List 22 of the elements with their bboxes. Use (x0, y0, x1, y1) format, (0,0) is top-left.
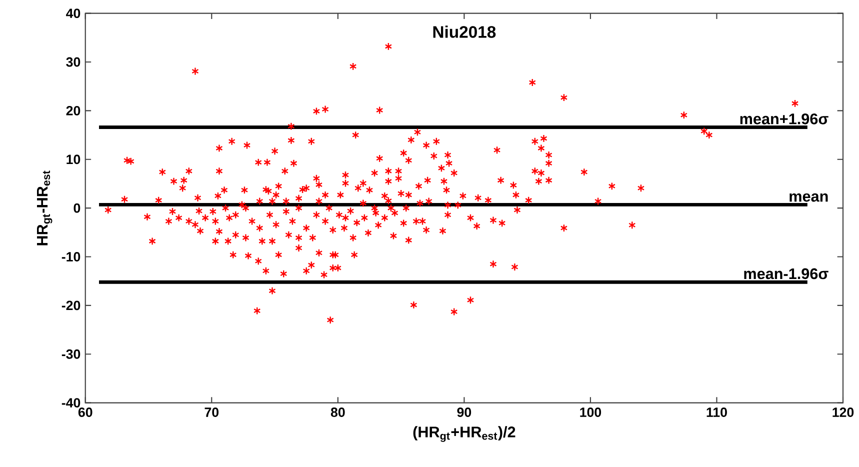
y-tick-label: 30 (66, 57, 80, 67)
x-tick-label: 110 (706, 408, 727, 418)
y-tick-label: -10 (62, 252, 80, 262)
ref-line-label: mean+1.96σ (740, 114, 828, 124)
x-tick-label: 70 (204, 408, 219, 418)
x-tick-label: 60 (78, 408, 92, 418)
y-tick-label: 10 (66, 154, 80, 164)
y-tick-label: -40 (62, 398, 80, 408)
x-tick-label: 120 (832, 408, 854, 418)
y-tick-label: 40 (66, 8, 80, 18)
y-tick-label: -20 (62, 300, 80, 310)
x-tick-label: 90 (457, 408, 472, 418)
x-axis-title: (HR$_{gt}$+HR$_{est}$)/2 (413, 426, 516, 442)
x-tick-label: 100 (580, 408, 602, 418)
y-tick-label: 20 (66, 106, 80, 116)
y-tick-label: -30 (62, 349, 80, 359)
y-axis-title: HR$_{gt}$-HR$_{est}$ (37, 170, 52, 246)
y-tick-label: 0 (74, 203, 80, 213)
ref-line-label: mean (790, 193, 828, 202)
text: Niu2018 (433, 26, 496, 38)
x-tick-label: 80 (330, 408, 345, 418)
ref-line-label: mean-1.96σ (744, 268, 828, 280)
